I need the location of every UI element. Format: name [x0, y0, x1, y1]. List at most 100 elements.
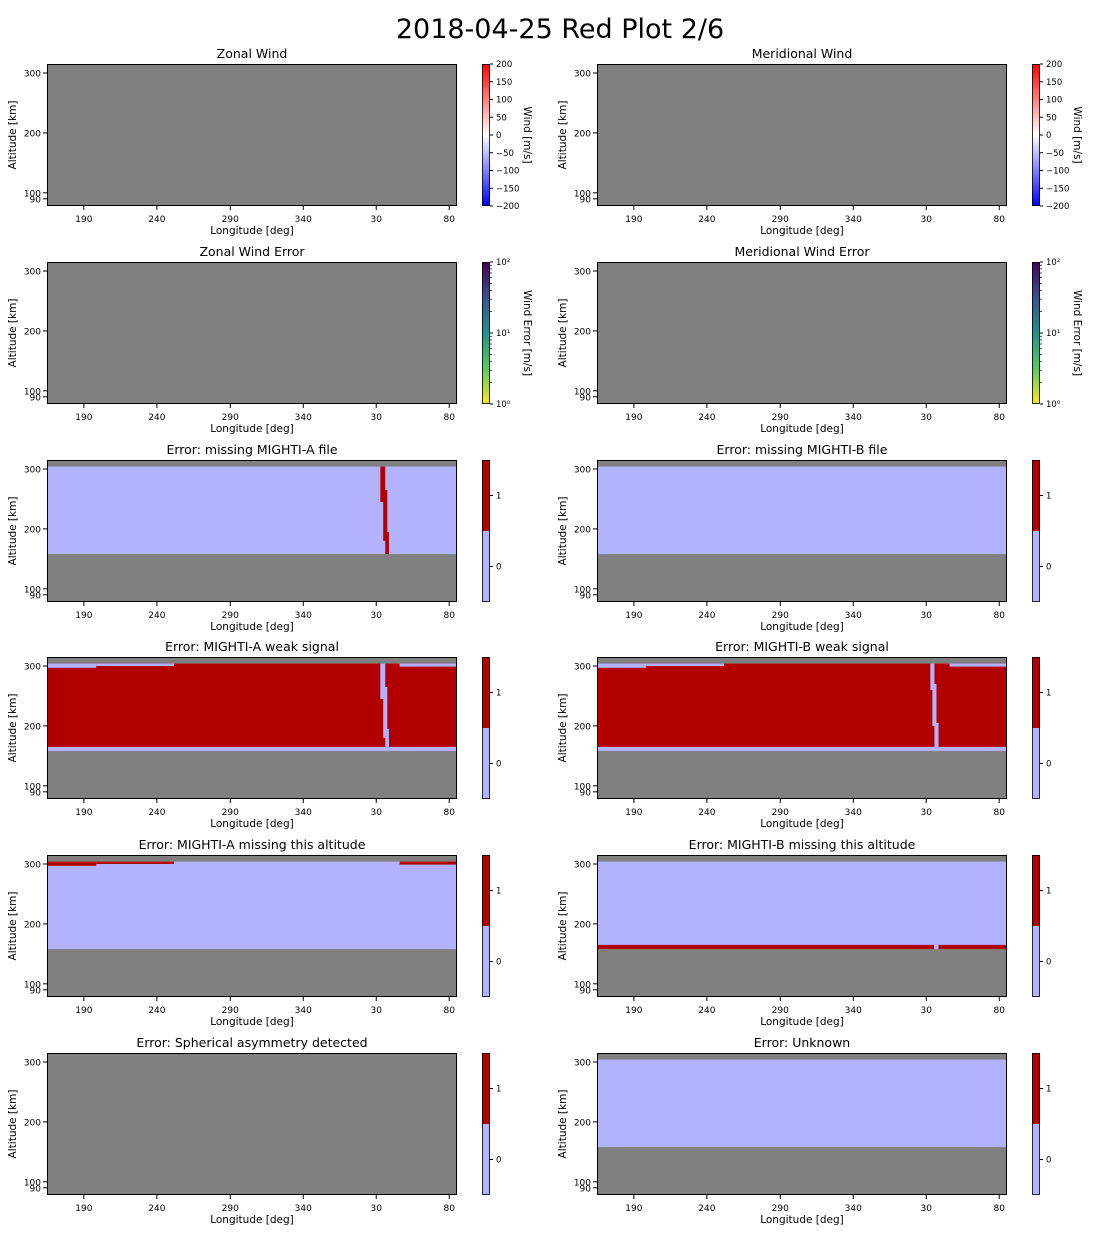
colorbar-segment-one: [482, 855, 490, 926]
colorbar-segment-one: [482, 657, 490, 728]
plot-frame: [597, 855, 1007, 997]
x-tick-label: 80: [993, 1204, 1005, 1214]
flag-one-region: [47, 861, 97, 866]
y-tick-label: 200: [574, 920, 591, 930]
y-tick-label: 300: [574, 69, 591, 79]
subplot-title: Error: MIGHTI-B weak signal: [715, 639, 889, 654]
plot-frame: [47, 1053, 457, 1195]
x-tick-label: 240: [698, 808, 715, 818]
subplot: Zonal Wind 190 240 290 340 30 80 Longitude [deg…: [7, 46, 533, 237]
x-tick-label: 80: [443, 611, 455, 621]
y-tick-label: 90: [30, 986, 42, 996]
x-tick-label: 190: [75, 1204, 92, 1214]
colorbar-frame: [482, 64, 490, 206]
y-axis-label: Altitude [km]: [557, 299, 569, 368]
flag-one-region: [47, 663, 457, 752]
colorbar-tick-label: −200: [496, 202, 519, 212]
x-tick-label: 190: [75, 413, 92, 423]
x-tick-label: 30: [371, 1006, 383, 1016]
y-tick-label: 100: [574, 782, 591, 792]
y-tick-label: 100: [574, 980, 591, 990]
x-tick-label: 340: [295, 1204, 312, 1214]
x-tick-label: 290: [772, 1006, 789, 1016]
x-tick-label: 190: [625, 1006, 642, 1016]
flag-zero-region: [380, 663, 386, 699]
colorbar-frame: [1032, 262, 1040, 404]
plot-frame: [597, 262, 1007, 404]
flag-zero-region: [934, 722, 939, 752]
y-tick-label: 300: [574, 267, 591, 277]
subplot-title: Error: missing MIGHTI-B file: [717, 442, 888, 457]
y-tick-label: 200: [24, 327, 41, 337]
colorbar-tick-label: 100: [1046, 96, 1062, 106]
colorbar-tick-label: 100: [496, 96, 512, 106]
flag-one-region: [385, 531, 389, 555]
colorbar-tick-label: 1: [1046, 887, 1051, 897]
colorbar-tick-label: 0: [496, 958, 501, 968]
colorbar-tick-label: 10¹: [1046, 329, 1060, 339]
y-tick-label: 300: [24, 267, 41, 277]
colorbar-tick-label: 0: [496, 131, 501, 141]
plot-background: [47, 1053, 457, 1195]
colorbar-tick-label: 1: [496, 492, 501, 502]
y-axis-label: Altitude [km]: [557, 694, 569, 763]
colorbar-tick-label: 1: [496, 1085, 501, 1095]
x-axis-label: Longitude [deg]: [760, 225, 844, 237]
colorbar-segment-zero: [482, 728, 490, 799]
colorbar-tick-label: 1: [1046, 1085, 1051, 1095]
x-tick-label: 30: [371, 808, 383, 818]
y-axis-label: Altitude [km]: [7, 1090, 19, 1159]
x-tick-label: 190: [625, 808, 642, 818]
subplot-title: Error: Unknown: [754, 1035, 850, 1050]
flag-zero-region: [597, 1059, 1007, 1148]
x-tick-label: 80: [993, 808, 1005, 818]
colorbar-gradient: [1032, 262, 1040, 404]
y-axis-label: Altitude [km]: [557, 497, 569, 566]
y-tick-label: 300: [24, 69, 41, 79]
flag-zero-region: [399, 663, 457, 667]
y-tick-label: 90: [580, 986, 592, 996]
x-tick-label: 290: [222, 413, 239, 423]
flag-zero-region: [383, 686, 388, 738]
x-axis-label: Longitude [deg]: [760, 621, 844, 633]
x-tick-label: 290: [772, 413, 789, 423]
colorbar-segment-zero: [482, 531, 490, 602]
y-tick-label: 90: [580, 195, 592, 205]
colorbar-label: Wind [m/s]: [1071, 106, 1083, 163]
x-tick-label: 190: [625, 215, 642, 225]
y-tick-label: 100: [24, 189, 41, 199]
x-tick-label: 240: [698, 215, 715, 225]
colorbar-segment-zero: [482, 1124, 490, 1195]
y-tick-label: 100: [574, 387, 591, 397]
x-tick-label: 30: [921, 1204, 933, 1214]
x-tick-label: 80: [443, 1006, 455, 1016]
flag-one-region: [399, 861, 457, 865]
x-axis-label: Longitude [deg]: [210, 621, 294, 633]
x-tick-label: 240: [698, 1204, 715, 1214]
x-tick-label: 290: [222, 215, 239, 225]
x-tick-label: 30: [921, 611, 933, 621]
colorbar-tick-label: 0: [1046, 563, 1051, 573]
x-tick-label: 290: [772, 611, 789, 621]
x-tick-label: 80: [993, 215, 1005, 225]
x-tick-label: 80: [993, 413, 1005, 423]
plot-frame: [597, 1053, 1007, 1195]
colorbar-tick-label: 50: [496, 113, 507, 123]
x-tick-label: 30: [921, 413, 933, 423]
colorbar-frame: [482, 1053, 490, 1195]
colorbar-segment-zero: [1032, 1124, 1040, 1195]
colorbar-tick-label: 1: [1046, 492, 1051, 502]
y-tick-label: 100: [574, 189, 591, 199]
flag-zero-region: [96, 663, 175, 666]
x-tick-label: 240: [148, 215, 165, 225]
x-tick-label: 240: [148, 1204, 165, 1214]
y-tick-label: 200: [574, 722, 591, 732]
flag-one-region: [383, 489, 388, 541]
colorbar-tick-label: −50: [496, 149, 514, 159]
colorbar-tick-label: 200: [496, 60, 512, 70]
y-tick-label: 200: [574, 327, 591, 337]
colorbar-frame: [482, 855, 490, 997]
